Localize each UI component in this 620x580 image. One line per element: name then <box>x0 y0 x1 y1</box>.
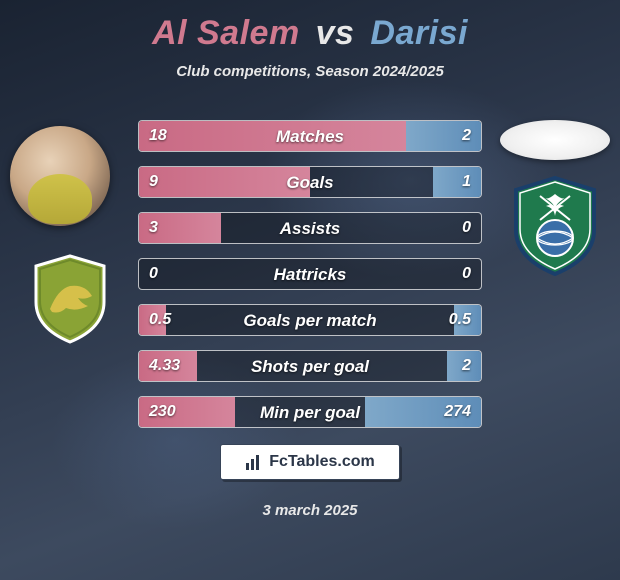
stat-row: Matches18 2 <box>138 120 482 152</box>
page-title: Al Salem vs Darisi <box>0 0 620 53</box>
player1-club-badge <box>30 254 110 344</box>
stat-row: Goals per match0.5 0.5 <box>138 304 482 336</box>
stat-row: Goals9 1 <box>138 166 482 198</box>
stat-value-left: 3 <box>149 213 158 243</box>
stats-bars: Matches182Goals91Assists30Hattricks00Goa… <box>138 120 482 442</box>
stat-value-left: 18 <box>149 121 167 151</box>
stat-row: Min per goal230 274 <box>138 396 482 428</box>
stat-row: Assists3 0 <box>138 212 482 244</box>
player2-club-badge <box>510 176 600 276</box>
stat-label: Shots per goal <box>139 351 481 381</box>
stat-value-left: 4.33 <box>149 351 180 381</box>
stat-value-left: 0 <box>149 259 158 289</box>
player1-avatar <box>10 126 110 226</box>
vs-text: vs <box>316 14 355 52</box>
date: 3 march 2025 <box>0 502 620 519</box>
bars-icon <box>245 453 263 471</box>
stat-row: Shots per goal4.33 2 <box>138 350 482 382</box>
stat-label: Matches <box>139 121 481 151</box>
stat-value-right: 2 <box>462 351 471 381</box>
stat-label: Hattricks <box>139 259 481 289</box>
player1-name: Al Salem <box>152 14 300 52</box>
stat-value-right: 0.5 <box>449 305 471 335</box>
brand-box: FcTables.com <box>220 444 400 480</box>
stat-value-right: 274 <box>444 397 471 427</box>
stat-value-right: 2 <box>462 121 471 151</box>
stat-value-right: 0 <box>462 213 471 243</box>
stat-value-left: 230 <box>149 397 176 427</box>
stat-label: Goals per match <box>139 305 481 335</box>
stat-value-right: 1 <box>462 167 471 197</box>
stat-value-right: 0 <box>462 259 471 289</box>
player2-avatar <box>500 120 610 160</box>
player2-name: Darisi <box>370 14 468 52</box>
stat-label: Assists <box>139 213 481 243</box>
stat-row: Hattricks0 0 <box>138 258 482 290</box>
subtitle: Club competitions, Season 2024/2025 <box>0 63 620 80</box>
brand-text: FcTables.com <box>269 453 375 471</box>
stat-value-left: 9 <box>149 167 158 197</box>
stat-label: Goals <box>139 167 481 197</box>
stat-label: Min per goal <box>139 397 481 427</box>
stat-value-left: 0.5 <box>149 305 171 335</box>
